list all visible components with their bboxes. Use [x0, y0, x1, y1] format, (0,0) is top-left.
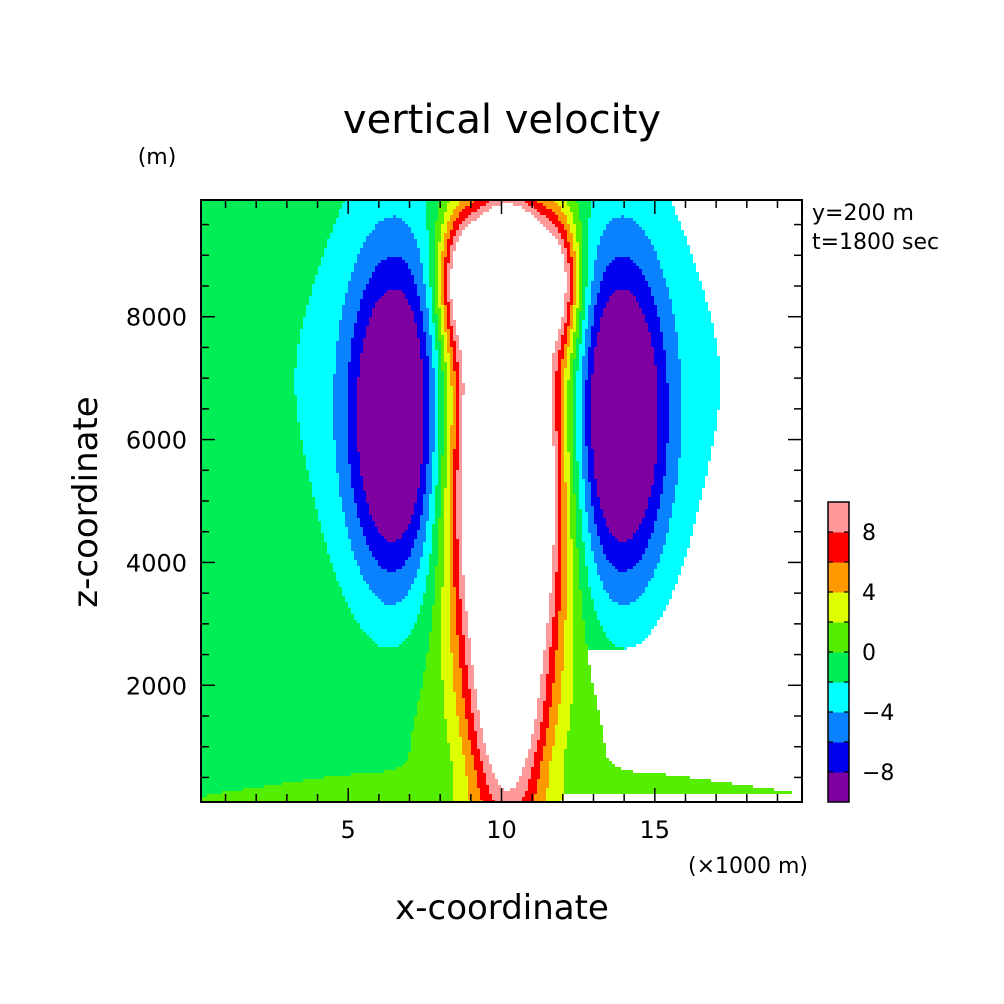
colorbar-label: 8	[862, 521, 876, 546]
colorbar-swatch	[828, 562, 849, 593]
colorbar-swatch	[828, 682, 849, 713]
x-axis-label: x-coordinate	[395, 888, 609, 928]
axis-ticks	[201, 200, 802, 802]
colorbar-label: −4	[862, 701, 894, 726]
colorbar-swatch	[828, 652, 849, 683]
y-tick-label: 4000	[126, 549, 187, 577]
colorbar-label: 0	[862, 641, 876, 666]
contour-band	[201, 200, 624, 797]
contour-band	[357, 290, 657, 542]
x-tick-labels: 5 10 15	[341, 816, 671, 844]
colorbar-swatch	[828, 712, 849, 743]
annotation-y: y=200 m	[812, 201, 914, 226]
contour-band	[450, 203, 567, 791]
colorbar-swatch	[828, 742, 849, 773]
x-tick-label: 15	[640, 816, 671, 844]
chart-title: vertical velocity	[343, 97, 661, 143]
colorbar-labels: −8 −4 0 4 8	[862, 521, 894, 786]
contour-band	[348, 257, 669, 572]
colorbar-swatch	[828, 622, 849, 653]
contour-band	[294, 200, 720, 650]
colorbar	[827, 501, 850, 803]
colorbar-swatch	[828, 592, 849, 623]
colorbar-label: 4	[862, 581, 876, 606]
y-tick-labels: 2000 4000 6000 8000	[126, 304, 187, 701]
colorbar-swatch	[828, 502, 849, 533]
contour-band	[438, 200, 579, 802]
colorbar-label: −8	[862, 761, 894, 786]
y-tick-label: 2000	[126, 672, 187, 700]
y-tick-label: 6000	[126, 427, 187, 455]
annotation-t: t=1800 sec	[812, 230, 939, 255]
x-unit-label: (×1000 m)	[688, 854, 808, 879]
y-unit-label: (m)	[138, 145, 177, 170]
colorbar-swatch	[828, 532, 849, 563]
x-tick-label: 5	[341, 816, 356, 844]
y-axis-label: z-coordinate	[66, 396, 106, 607]
x-tick-label: 10	[486, 816, 517, 844]
y-tick-label: 8000	[126, 304, 187, 332]
colorbar-swatch	[828, 772, 849, 803]
contour-field	[201, 200, 792, 802]
